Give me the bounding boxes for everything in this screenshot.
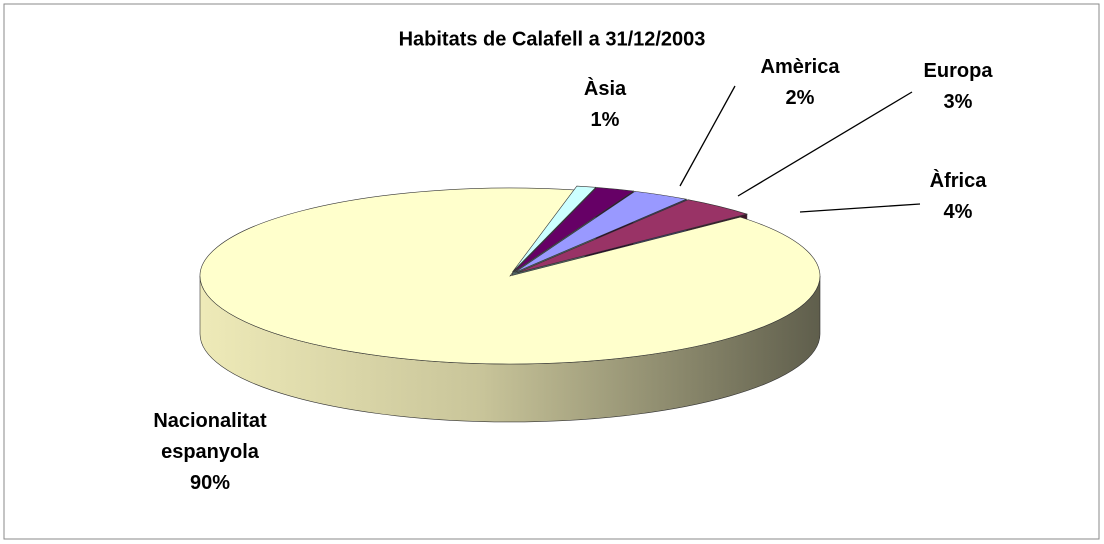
data-label: Europa 3%: [888, 56, 1028, 118]
pie: [199, 185, 821, 423]
category-label: Nacionalitat espanyola: [153, 410, 267, 463]
data-label-box: Àfrica 4%: [888, 166, 1028, 228]
data-label-box: Europa 3%: [888, 56, 1028, 118]
data-label-box: Amèrica 2%: [730, 52, 870, 114]
data-label-box: Àsia 1%: [545, 74, 665, 136]
leader-line: [737, 91, 913, 197]
value-label: 1%: [590, 109, 620, 131]
pie-slice: [199, 187, 821, 365]
data-label: Àsia 1%: [545, 74, 665, 136]
category-label: Àfrica: [929, 170, 987, 192]
pie-slice: [516, 199, 749, 274]
value-label: 2%: [785, 87, 815, 109]
leader-line: [679, 85, 736, 187]
category-label: Europa: [923, 60, 993, 82]
value-label: 90%: [189, 472, 231, 494]
data-label-box: Nacionalitat espanyola 90%: [135, 406, 285, 499]
pie-slice: [513, 187, 635, 273]
pie-slice: [512, 185, 597, 273]
data-label: Nacionalitat espanyola 90%: [135, 406, 285, 499]
value-label: 4%: [943, 201, 973, 223]
pie-slice: [514, 191, 688, 273]
value-label: 3%: [943, 91, 973, 113]
data-label: Amèrica 2%: [730, 52, 870, 114]
category-label: Àsia: [583, 78, 627, 100]
chart-title: Habitats de Calafell a 31/12/2003: [399, 28, 706, 50]
category-label: Amèrica: [760, 56, 840, 78]
leader-line: [799, 203, 921, 213]
data-label: Àfrica 4%: [888, 166, 1028, 228]
leader-lines: [679, 85, 921, 213]
